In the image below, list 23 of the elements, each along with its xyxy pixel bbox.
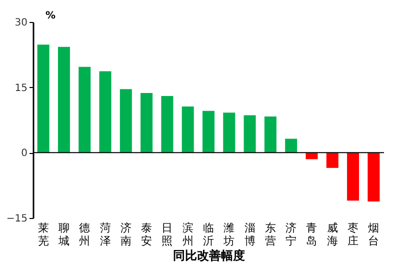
x-tick-label: 济南 bbox=[120, 222, 132, 248]
x-tick-label: 菏泽 bbox=[100, 222, 111, 248]
x-tick-label: 莱芜 bbox=[38, 222, 49, 248]
x-tick-label: 聊城 bbox=[57, 222, 70, 248]
x-tick-label: 威海 bbox=[326, 222, 338, 248]
x-tick-label: 日照 bbox=[162, 222, 173, 248]
x-tick-label: 枣庄 bbox=[348, 222, 359, 248]
x-tick-label: 济宁 bbox=[286, 222, 297, 248]
x-tick-label: 滨州 bbox=[182, 222, 194, 248]
x-tick-label: 临沂 bbox=[203, 222, 214, 248]
y-tick-label: 0 bbox=[21, 148, 28, 160]
y-tick-label: 30 bbox=[14, 18, 28, 28]
x-tick-label: 东营 bbox=[264, 222, 276, 248]
y-axis-title: % bbox=[46, 10, 56, 22]
x-tick-label: 烟台 bbox=[368, 222, 380, 248]
x-tick-label: 德州 bbox=[79, 222, 90, 248]
x-tick-label: 淄博 bbox=[244, 222, 256, 248]
y-tick-label: −15 bbox=[6, 214, 28, 224]
x-axis-title: 同比改善幅度 bbox=[173, 248, 245, 262]
x-tick-label: 泰安 bbox=[141, 222, 152, 248]
x-tick-label: 潍坊 bbox=[222, 222, 235, 248]
y-tick-label: 15 bbox=[14, 82, 28, 94]
x-tick-label: 青岛 bbox=[306, 222, 318, 248]
